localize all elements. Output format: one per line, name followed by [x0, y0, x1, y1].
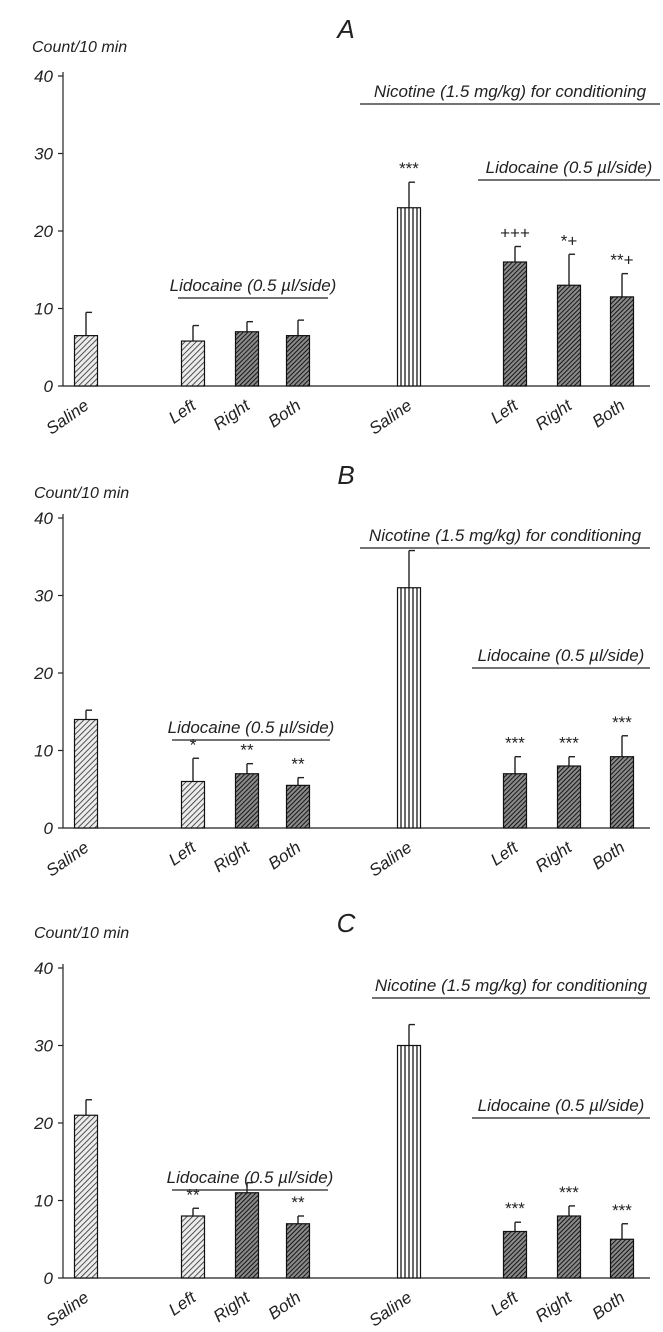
x-tick-label: Saline — [43, 1288, 93, 1331]
significance-marker: *** — [612, 1201, 632, 1220]
y-axis-label: Count/10 min — [34, 485, 129, 502]
x-tick-label: Saline — [43, 396, 93, 439]
significance-marker: +++ — [500, 224, 530, 243]
significance-marker: ** — [291, 1193, 305, 1212]
bar — [396, 587, 422, 829]
bar — [285, 1223, 311, 1279]
bar — [73, 718, 99, 829]
x-tick-label: Right — [532, 1287, 576, 1326]
x-tick-label: Left — [487, 395, 522, 428]
y-tick-label: 10 — [34, 742, 53, 761]
y-tick-label: 40 — [34, 959, 53, 978]
y-tick-label: 30 — [34, 1037, 53, 1056]
x-tick-label: Both — [265, 1288, 305, 1324]
annotation-label: Lidocaine (0.5 µl/side) — [167, 1168, 334, 1187]
panel-a: A Count/10 min 0 10 20 30 40 Saline Left Right Bot… — [32, 14, 660, 438]
significance-marker: *** — [559, 734, 579, 753]
significance-marker: **+ — [610, 251, 633, 270]
panel-letter: B — [337, 460, 354, 490]
panel-letter: A — [335, 14, 354, 44]
y-tick-label: 30 — [34, 587, 53, 606]
x-tick-label: Left — [487, 1287, 522, 1320]
bar — [285, 335, 311, 387]
bar — [234, 773, 260, 829]
significance-marker: *** — [505, 734, 525, 753]
y-axis-label: Count/10 min — [34, 925, 129, 942]
bar — [180, 1215, 206, 1279]
significance-marker: ** — [186, 1185, 200, 1204]
y-axis-label: Count/10 min — [32, 39, 127, 56]
y-tick-label: 10 — [34, 300, 53, 319]
significance-marker: *** — [505, 1199, 525, 1218]
panel-b: B Count/10 min 0 10 20 30 40 Saline * Left ** Right… — [33, 460, 650, 880]
bar — [285, 784, 311, 829]
bar — [609, 296, 635, 387]
bar — [180, 340, 206, 387]
x-tick-label: Right — [532, 395, 576, 434]
significance-marker: ** — [240, 741, 254, 760]
y-tick-label: 40 — [34, 67, 53, 86]
x-tick-label: Right — [210, 837, 254, 876]
x-tick-label: Saline — [366, 396, 416, 439]
significance-marker: ** — [291, 755, 305, 774]
panel-c: C Count/10 min 0 10 20 30 40 Saline ** Left Right *… — [33, 908, 650, 1330]
y-tick-label: 20 — [33, 664, 53, 683]
bar — [396, 207, 422, 387]
annotation-label: Nicotine (1.5 mg/kg) for conditioning — [369, 526, 642, 545]
significance-marker: * — [190, 735, 197, 754]
annotation-label: Lidocaine (0.5 µl/side) — [486, 158, 653, 177]
x-tick-label: Right — [210, 1287, 254, 1326]
bar — [502, 1230, 528, 1279]
x-tick-label: Both — [589, 1288, 629, 1324]
y-tick-label: 10 — [34, 1192, 53, 1211]
bar — [556, 1215, 582, 1279]
annotation-label: Lidocaine (0.5 µl/side) — [168, 718, 335, 737]
significance-marker: *+ — [561, 231, 578, 250]
panel-letter: C — [337, 908, 356, 938]
annotation-label: Nicotine (1.5 mg/kg) for conditioning — [375, 976, 648, 995]
x-tick-label: Left — [165, 395, 200, 428]
bar — [502, 773, 528, 829]
x-tick-label: Right — [532, 837, 576, 876]
significance-marker: *** — [399, 159, 419, 178]
annotation-label: Lidocaine (0.5 µl/side) — [478, 1096, 645, 1115]
annotation-label: Nicotine (1.5 mg/kg) for conditioning — [374, 82, 647, 101]
bar — [234, 1192, 260, 1279]
y-tick-label: 30 — [34, 145, 53, 164]
bar — [234, 331, 260, 387]
annotation-label: Lidocaine (0.5 µl/side) — [170, 276, 337, 295]
x-tick-label: Both — [265, 838, 305, 874]
bar — [180, 780, 206, 829]
x-tick-label: Left — [165, 1287, 200, 1320]
x-tick-label: Both — [589, 396, 629, 432]
x-tick-label: Both — [265, 396, 305, 432]
y-tick-label: 0 — [44, 819, 54, 838]
bar — [502, 261, 528, 387]
y-tick-label: 20 — [33, 1114, 53, 1133]
bar — [609, 1238, 635, 1279]
annotation-label: Lidocaine (0.5 µl/side) — [478, 646, 645, 665]
x-tick-label: Saline — [366, 838, 416, 881]
significance-marker: *** — [612, 713, 632, 732]
bar — [556, 284, 582, 387]
bar — [396, 1044, 422, 1279]
x-tick-label: Saline — [43, 838, 93, 881]
y-tick-label: 0 — [44, 377, 54, 396]
bar — [556, 765, 582, 829]
bar — [73, 1114, 99, 1279]
x-tick-label: Left — [165, 837, 200, 870]
x-tick-label: Both — [589, 838, 629, 874]
bar — [73, 335, 99, 387]
y-tick-label: 40 — [34, 509, 53, 528]
significance-marker: *** — [559, 1183, 579, 1202]
x-tick-label: Saline — [366, 1288, 416, 1331]
y-tick-label: 20 — [33, 222, 53, 241]
x-tick-label: Right — [210, 395, 254, 434]
bar — [609, 756, 635, 829]
y-tick-label: 0 — [44, 1269, 54, 1288]
x-tick-label: Left — [487, 837, 522, 870]
